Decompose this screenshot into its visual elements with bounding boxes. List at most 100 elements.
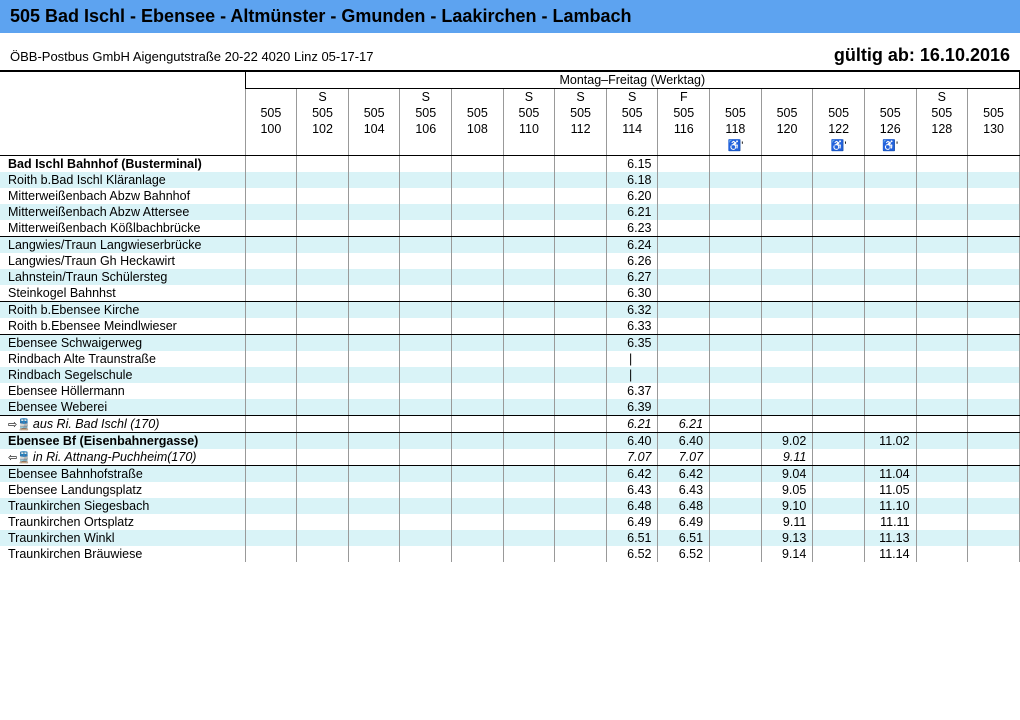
time-cell (813, 367, 865, 383)
time-cell (452, 530, 504, 546)
time-cell (864, 269, 916, 285)
time-cell (348, 482, 400, 498)
stop-name: Traunkirchen Siegesbach (0, 498, 245, 514)
time-cell (297, 253, 349, 269)
time-cell (400, 383, 452, 399)
time-cell (813, 220, 865, 237)
time-cell (555, 269, 607, 285)
time-cell (348, 546, 400, 562)
time-cell (297, 301, 349, 318)
time-cell (297, 351, 349, 367)
time-cell: 7.07 (606, 449, 658, 466)
time-cell (864, 383, 916, 399)
time-cell (400, 253, 452, 269)
stop-name: Langwies/Traun Langwieserbrücke (0, 236, 245, 253)
time-cell (555, 236, 607, 253)
time-cell: 11.05 (864, 482, 916, 498)
time-cell: 9.11 (761, 514, 813, 530)
time-cell (916, 172, 968, 188)
time-cell (813, 301, 865, 318)
time-cell: 6.49 (606, 514, 658, 530)
time-cell: | (606, 367, 658, 383)
time-cell (916, 204, 968, 220)
time-cell (710, 546, 762, 562)
time-cell (968, 204, 1020, 220)
time-cell (555, 253, 607, 269)
time-cell: 6.32 (606, 301, 658, 318)
time-cell (245, 269, 297, 285)
time-cell: 6.15 (606, 155, 658, 172)
trip-number: 110 (503, 121, 555, 137)
stop-name: Roith b.Ebensee Kirche (0, 301, 245, 318)
time-cell (813, 498, 865, 514)
wheelchair-icon (555, 137, 607, 155)
time-cell (555, 204, 607, 220)
trip-number: 104 (348, 121, 400, 137)
time-cell (864, 204, 916, 220)
time-cell (761, 351, 813, 367)
time-cell (400, 449, 452, 466)
time-cell (503, 253, 555, 269)
time-cell (555, 285, 607, 302)
stop-name: Ebensee Weberei (0, 399, 245, 416)
time-cell (348, 253, 400, 269)
trip-tag (452, 89, 504, 106)
time-cell (348, 285, 400, 302)
time-cell (297, 220, 349, 237)
stop-name: Traunkirchen Bräuwiese (0, 546, 245, 562)
time-cell (813, 351, 865, 367)
time-cell (348, 236, 400, 253)
time-cell (297, 546, 349, 562)
time-cell (555, 449, 607, 466)
time-cell (297, 449, 349, 466)
wheelchair-icon (916, 137, 968, 155)
time-cell (968, 383, 1020, 399)
time-cell (400, 318, 452, 335)
wheelchair-icon (968, 137, 1020, 155)
time-cell: 6.49 (658, 514, 710, 530)
time-cell (400, 482, 452, 498)
time-cell (503, 188, 555, 204)
time-cell (916, 351, 968, 367)
trip-route: 505 (813, 105, 865, 121)
time-cell (813, 482, 865, 498)
trip-tag (968, 89, 1020, 106)
time-cell: 6.42 (658, 465, 710, 482)
time-cell (348, 351, 400, 367)
trip-tag (710, 89, 762, 106)
time-cell (710, 172, 762, 188)
time-cell (297, 155, 349, 172)
time-cell (452, 285, 504, 302)
time-cell (658, 285, 710, 302)
time-cell (400, 188, 452, 204)
time-cell (710, 301, 762, 318)
trip-number: 130 (968, 121, 1020, 137)
trip-route: 505 (348, 105, 400, 121)
trip-route: 505 (452, 105, 504, 121)
time-cell (452, 482, 504, 498)
time-cell: 6.48 (658, 498, 710, 514)
wheelchair-icon: ♿' (864, 137, 916, 155)
time-cell (658, 155, 710, 172)
time-cell (555, 498, 607, 514)
time-cell (452, 449, 504, 466)
time-cell (658, 172, 710, 188)
trip-route: 505 (245, 105, 297, 121)
time-cell (452, 188, 504, 204)
time-cell (916, 269, 968, 285)
time-cell (864, 449, 916, 466)
time-cell (297, 367, 349, 383)
time-cell (245, 301, 297, 318)
time-cell (968, 432, 1020, 449)
time-cell (761, 415, 813, 432)
time-cell (813, 514, 865, 530)
time-cell (400, 351, 452, 367)
time-cell (555, 318, 607, 335)
time-cell (710, 498, 762, 514)
time-cell (245, 220, 297, 237)
timetable: Montag–Freitag (Werktag)SSSSSFS505505505… (0, 72, 1020, 562)
time-cell (916, 383, 968, 399)
time-cell (864, 155, 916, 172)
time-cell: 6.30 (606, 285, 658, 302)
stop-name: Langwies/Traun Gh Heckawirt (0, 253, 245, 269)
